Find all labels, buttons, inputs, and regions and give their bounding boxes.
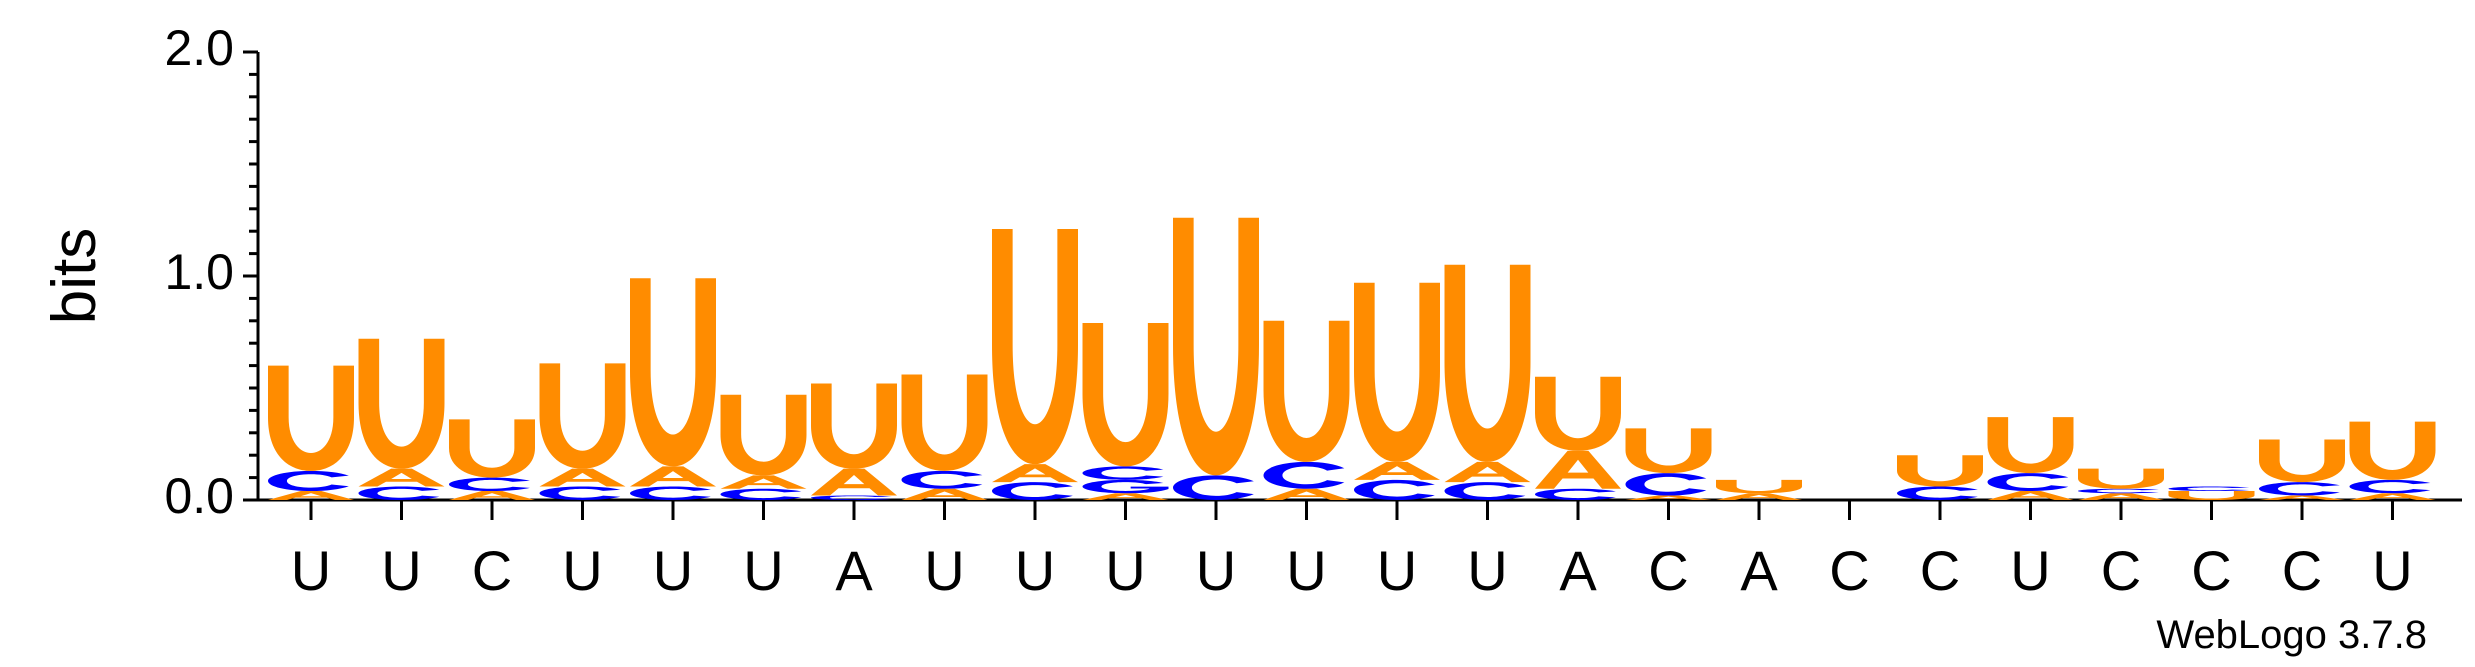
logo-letter-g <box>1082 479 1169 494</box>
logo-letter-c <box>1535 488 1616 500</box>
y-axis-ticks <box>243 50 258 502</box>
logo-letter-c <box>449 477 530 492</box>
x-tick-label: U <box>1105 539 1145 602</box>
x-tick-label: C <box>472 539 512 602</box>
logo-letter-u <box>539 363 626 469</box>
logo-letter-u <box>1625 428 1712 474</box>
y-axis: 0.0 1.0 2.0 bits <box>40 20 260 524</box>
logo-letter-u <box>2078 468 2164 489</box>
logo-letter-a <box>1354 461 1440 480</box>
x-tick-label: U <box>381 539 421 602</box>
logo-letter-u <box>1173 217 1259 476</box>
x-tick-label: U <box>653 539 693 602</box>
logo-letter-u <box>1535 376 1621 451</box>
logo-letter-c <box>1354 479 1435 500</box>
logo-letter-u <box>449 419 535 478</box>
logo-letter-c <box>630 486 711 500</box>
y-axis-label: bits <box>40 228 109 324</box>
letter-stacks <box>268 217 2436 500</box>
logo-letter-a <box>358 468 445 487</box>
logo-letter-c <box>811 495 892 500</box>
x-tick-label: C <box>2191 539 2231 602</box>
logo-letter-u <box>2259 439 2345 483</box>
logo-letter-u <box>992 228 1078 465</box>
y-tick-label-2: 2.0 <box>164 20 234 76</box>
logo-letter-u <box>2349 421 2436 480</box>
logo-letter-c <box>1444 482 1526 500</box>
logo-letter-c <box>2168 486 2250 492</box>
logo-letter-u <box>1263 320 1350 462</box>
x-tick-label: C <box>2282 539 2322 602</box>
logo-letter-a <box>630 466 716 487</box>
logo-letter-c <box>720 488 802 500</box>
logo-letter-u <box>1716 479 1802 494</box>
logo-letter-u <box>2168 491 2255 500</box>
x-tick-label: A <box>835 539 873 602</box>
logo-letter-u <box>630 278 716 467</box>
logo-letter-u <box>1082 323 1169 467</box>
logo-letter-c <box>1625 473 1707 496</box>
logo-letter-a <box>1263 488 1350 500</box>
logo-letter-u <box>1897 455 1983 487</box>
x-tick-label: U <box>2372 539 2412 602</box>
logo-letter-u <box>1444 264 1531 462</box>
logo-letter-a <box>1444 461 1531 483</box>
y-tick-label-0: 0.0 <box>164 468 234 524</box>
x-tick-label: U <box>1377 539 1417 602</box>
logo-letter-c <box>2259 482 2340 496</box>
logo-letter-c <box>2349 479 2431 494</box>
logo-letter-c <box>358 486 440 500</box>
x-tick-label: C <box>1648 539 1688 602</box>
logo-letter-u <box>1987 417 2074 474</box>
x-tick-label: C <box>1920 539 1960 602</box>
logo-letter-a <box>539 468 626 487</box>
x-tick-label: U <box>2010 539 2050 602</box>
x-tick-label: U <box>924 539 964 602</box>
logo-letter-c <box>1987 473 2069 492</box>
logo-letter-u <box>901 374 988 471</box>
x-tick-label: U <box>291 539 331 602</box>
x-tick-label: U <box>1196 539 1236 602</box>
logo-letter-c <box>1263 461 1345 489</box>
x-tick-label: A <box>1740 539 1778 602</box>
logo-letter-c <box>992 482 1073 500</box>
logo-letter-c <box>1173 475 1254 500</box>
logo-letter-a <box>811 468 897 496</box>
logo-letter-c <box>2078 488 2159 494</box>
x-tick-label: C <box>2101 539 2141 602</box>
x-tick-label: U <box>1467 539 1507 602</box>
logo-letter-c <box>1082 466 1164 480</box>
x-tick-label: C <box>1829 539 1869 602</box>
logo-letter-u <box>720 394 807 476</box>
x-tick-label: A <box>1559 539 1597 602</box>
logo-letter-c <box>539 486 621 500</box>
logo-letter-a <box>1535 450 1621 489</box>
logo-letter-u <box>1354 282 1440 462</box>
y-tick-label-1: 1.0 <box>164 244 234 300</box>
x-tick-label: U <box>743 539 783 602</box>
weblogo-credit: WebLogo 3.7.8 <box>2156 613 2427 657</box>
logo-letter-c <box>268 470 349 492</box>
x-tick-label: U <box>1286 539 1326 602</box>
x-tick-label: U <box>1015 539 1055 602</box>
logo-letter-u <box>811 383 897 469</box>
logo-letter-c <box>1897 486 1978 500</box>
logo-letter-a <box>720 475 807 489</box>
logo-letter-u <box>268 365 354 471</box>
logo-letter-u <box>358 338 445 469</box>
logo-letter-c <box>901 470 983 489</box>
logo-letter-a <box>992 464 1078 483</box>
logo-letter-a <box>901 488 988 500</box>
x-tick-label: U <box>562 539 602 602</box>
